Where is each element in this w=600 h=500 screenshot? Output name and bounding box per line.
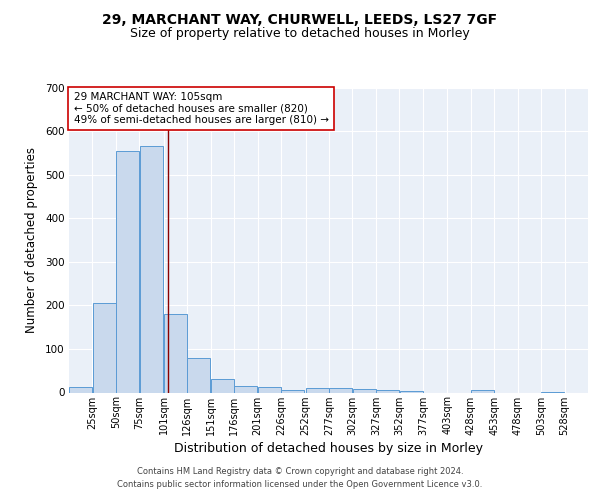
Bar bbox=[69, 388, 92, 392]
Text: 29, MARCHANT WAY, CHURWELL, LEEDS, LS27 7GF: 29, MARCHANT WAY, CHURWELL, LEEDS, LS27 … bbox=[103, 12, 497, 26]
Y-axis label: Number of detached properties: Number of detached properties bbox=[25, 147, 38, 333]
Bar bbox=[235, 386, 257, 392]
X-axis label: Distribution of detached houses by size in Morley: Distribution of detached houses by size … bbox=[174, 442, 483, 454]
Bar bbox=[92, 303, 116, 392]
Bar bbox=[306, 388, 329, 392]
Bar bbox=[400, 391, 422, 392]
Bar bbox=[164, 314, 187, 392]
Bar bbox=[329, 388, 352, 392]
Bar bbox=[471, 390, 494, 392]
Text: 29 MARCHANT WAY: 105sqm
← 50% of detached houses are smaller (820)
49% of semi-d: 29 MARCHANT WAY: 105sqm ← 50% of detache… bbox=[74, 92, 329, 125]
Text: Contains HM Land Registry data © Crown copyright and database right 2024.: Contains HM Land Registry data © Crown c… bbox=[137, 467, 463, 476]
Bar bbox=[281, 390, 304, 392]
Bar bbox=[353, 389, 376, 392]
Bar bbox=[376, 390, 399, 392]
Text: Size of property relative to detached houses in Morley: Size of property relative to detached ho… bbox=[130, 28, 470, 40]
Bar bbox=[140, 146, 163, 392]
Bar bbox=[258, 388, 281, 392]
Text: Contains public sector information licensed under the Open Government Licence v3: Contains public sector information licen… bbox=[118, 480, 482, 489]
Bar bbox=[211, 380, 234, 392]
Bar bbox=[116, 150, 139, 392]
Bar bbox=[187, 358, 211, 392]
